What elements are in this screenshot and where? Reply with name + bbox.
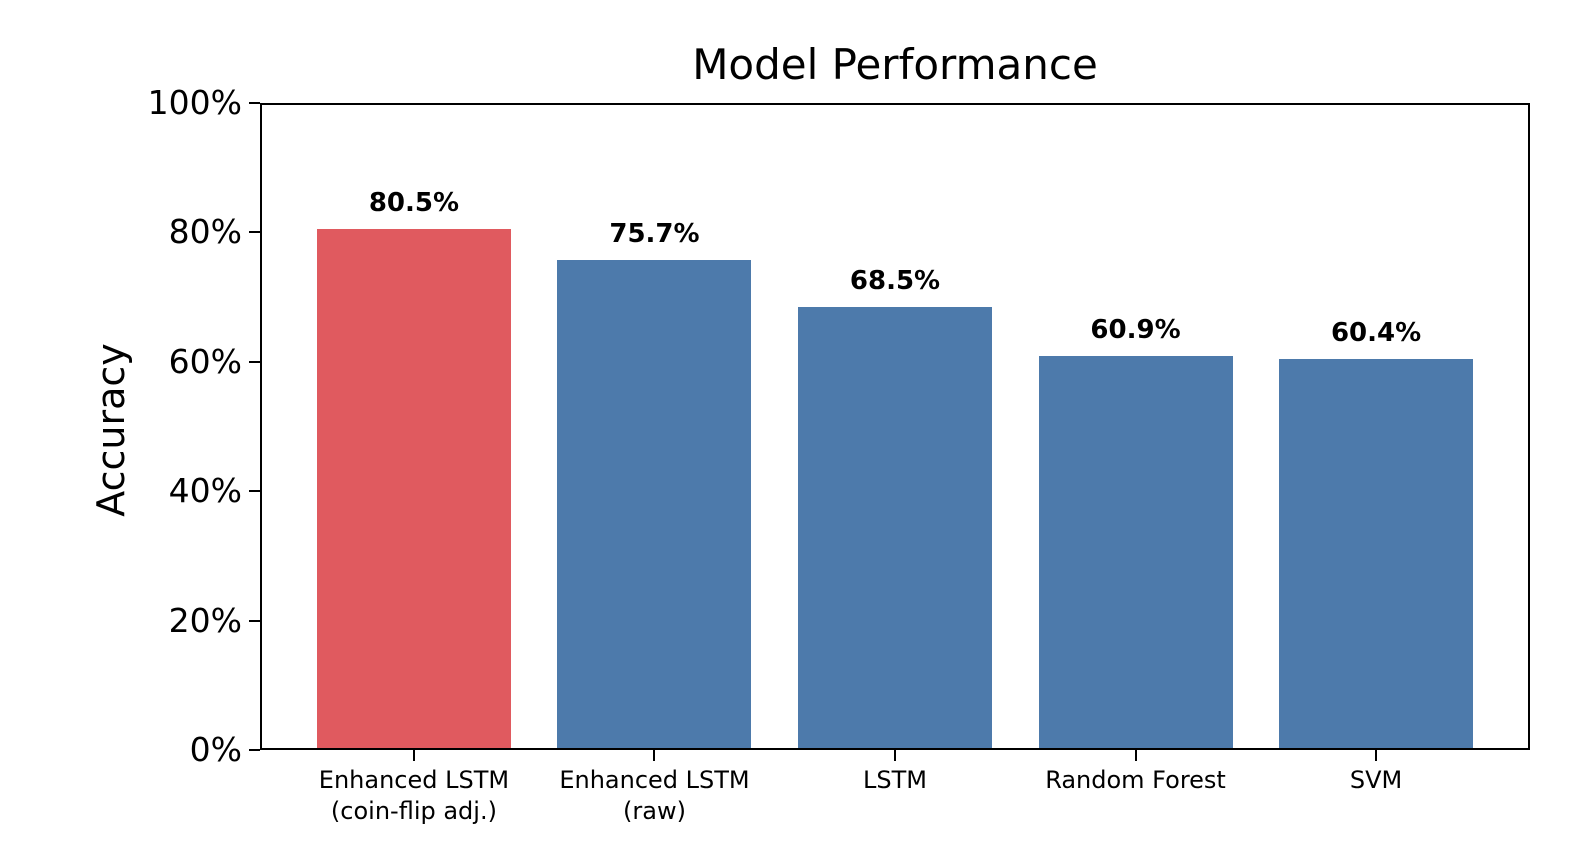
x-axis-category-label: LSTM bbox=[863, 766, 927, 794]
y-axis-tick-label: 40% bbox=[168, 471, 242, 511]
plot-frame bbox=[260, 103, 1530, 750]
y-axis-tick bbox=[249, 231, 260, 234]
bar-1 bbox=[316, 229, 511, 750]
x-axis-category-label: Random Forest bbox=[1045, 766, 1226, 794]
y-axis-tick-label: 100% bbox=[147, 83, 242, 122]
bar-value-label: 75.7% bbox=[609, 219, 700, 250]
x-axis-category-label: SVM bbox=[1349, 766, 1403, 794]
y-axis-tick bbox=[249, 102, 260, 104]
bar-value-label: 60.4% bbox=[1330, 318, 1422, 349]
y-axis-tick bbox=[249, 360, 260, 363]
x-axis-tick bbox=[412, 750, 415, 761]
y-axis-tick-label: 0% bbox=[189, 730, 242, 769]
x-axis-tick bbox=[653, 750, 656, 761]
y-axis-tick-label: 60% bbox=[168, 341, 242, 381]
bar-5 bbox=[1279, 359, 1474, 750]
bar-3 bbox=[798, 306, 992, 750]
y-axis-tick-label: 20% bbox=[168, 600, 242, 640]
bar-value-label: 80.5% bbox=[368, 188, 460, 219]
bar-2 bbox=[557, 260, 752, 750]
x-axis-tick bbox=[1134, 750, 1137, 761]
y-axis-tick-label: 80% bbox=[168, 212, 242, 252]
y-axis-tick bbox=[249, 490, 260, 493]
y-axis-tick bbox=[249, 619, 260, 622]
chart-title: Model Performance bbox=[692, 40, 1098, 89]
bar-4 bbox=[1038, 355, 1233, 750]
x-axis-category-label: Enhanced LSTM (raw) bbox=[559, 766, 750, 825]
y-axis-tick bbox=[249, 749, 260, 751]
x-axis-tick bbox=[894, 750, 896, 761]
x-axis-category-label: Enhanced LSTM (coin-flip adj.) bbox=[318, 766, 510, 825]
bar-value-label: 60.9% bbox=[1090, 314, 1181, 345]
bar-value-label: 68.5% bbox=[849, 265, 941, 296]
x-axis-tick bbox=[1375, 750, 1378, 761]
